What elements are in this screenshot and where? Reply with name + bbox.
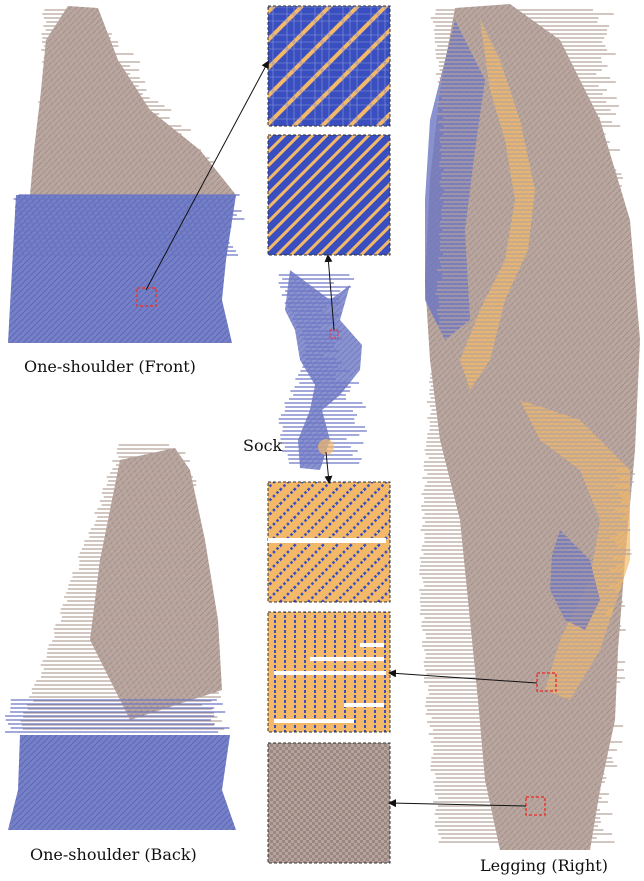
front-taupe-region — [30, 6, 236, 195]
sock-heel-highlight — [318, 439, 334, 455]
panel-checker-taupe — [267, 742, 391, 864]
legging-blue-left — [425, 20, 485, 340]
legging-caption: Legging (Right) — [480, 856, 608, 875]
panel-vertical-orange — [267, 611, 391, 733]
one-shoulder-front-garment — [8, 6, 245, 343]
sock-caption: Sock — [243, 436, 283, 455]
arrow-front-to-panel — [145, 60, 269, 291]
legging-blue-patch — [550, 530, 600, 630]
legging-orange-band — [460, 20, 535, 390]
legging-garment — [419, 4, 640, 850]
panel-diagonal-orange — [267, 481, 391, 603]
legging-knit-rows — [419, 9, 635, 843]
legging-orange-lower — [520, 400, 630, 700]
back-taupe-region — [90, 448, 222, 720]
one-shoulder-back-garment — [5, 444, 236, 830]
sock-knit-rows — [278, 274, 367, 464]
sock-shape — [285, 270, 362, 470]
panel-dense-diagonal-blue — [267, 134, 391, 256]
sock-garment — [278, 270, 367, 470]
back-caption: One-shoulder (Back) — [30, 845, 197, 864]
front-caption: One-shoulder (Front) — [24, 357, 196, 376]
pattern-panels — [267, 5, 391, 864]
front-blue-region — [8, 195, 236, 343]
front-highlight-box — [136, 287, 157, 307]
back-blue-region — [8, 735, 236, 830]
arrow-legging-to-vertical-panel — [388, 669, 538, 684]
legging-highlight-box-upper — [536, 672, 557, 692]
arrow-sock-heel-to-panel — [324, 451, 333, 484]
callout-arrows — [145, 60, 538, 808]
back-knit-rows — [5, 444, 230, 733]
arrow-sock-to-panel — [324, 254, 335, 331]
front-knit-rows — [13, 9, 245, 256]
arrow-legging-to-checker-panel — [388, 799, 527, 808]
panel-diagonal-blue — [267, 5, 391, 127]
